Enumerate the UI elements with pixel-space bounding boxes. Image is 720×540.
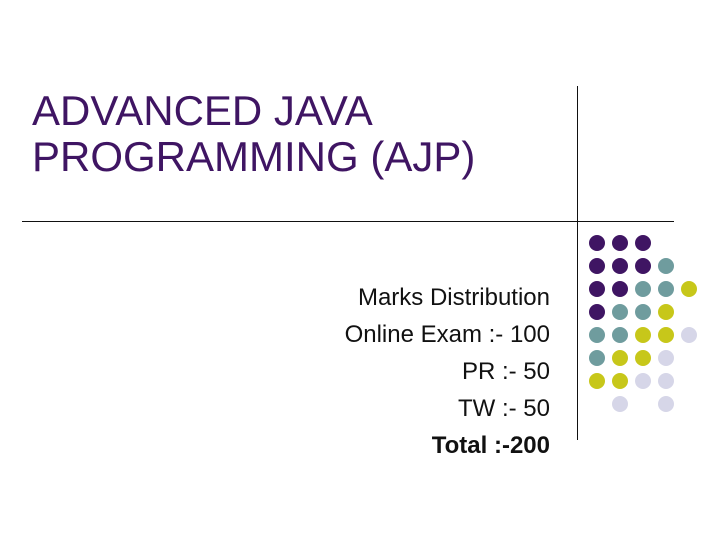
slide-title: ADVANCED JAVA PROGRAMMING (AJP) <box>32 88 572 180</box>
total-marks: Total :-200 <box>431 432 550 459</box>
decorative-dot-teal <box>658 258 674 274</box>
decorative-dot-teal <box>635 304 651 320</box>
title-line-2: PROGRAMMING (AJP) <box>32 133 476 180</box>
decorative-dot-lavender <box>658 396 674 412</box>
decorative-dot-teal <box>612 327 628 343</box>
decorative-dot-purple <box>589 281 605 297</box>
decorative-dot-olive <box>658 327 674 343</box>
pr-marks: PR :- 50 <box>461 358 550 385</box>
horizontal-divider <box>22 221 674 222</box>
decorative-dot-teal <box>589 350 605 366</box>
decorative-dot-teal <box>589 327 605 343</box>
decorative-dot-olive <box>681 281 697 297</box>
online-exam-marks: Online Exam :- 100 <box>344 321 550 348</box>
decorative-dot-lavender <box>612 396 628 412</box>
vertical-divider <box>577 86 578 440</box>
decorative-dot-purple <box>635 235 651 251</box>
decorative-dot-purple <box>635 258 651 274</box>
decorative-dot-teal <box>635 281 651 297</box>
decorative-dot-purple <box>589 304 605 320</box>
decorative-dot-olive <box>658 304 674 320</box>
decorative-dot-lavender <box>635 373 651 389</box>
slide-body: Marks Distribution Online Exam :- 100 PR… <box>345 279 550 464</box>
decorative-dot-olive <box>612 373 628 389</box>
title-line-1: ADVANCED JAVA <box>32 87 373 134</box>
decorative-dot-olive <box>589 373 605 389</box>
decorative-dot-teal <box>612 304 628 320</box>
decorative-dot-purple <box>589 235 605 251</box>
decorative-dot-lavender <box>658 373 674 389</box>
decorative-dot-purple <box>612 235 628 251</box>
decorative-dot-purple <box>612 281 628 297</box>
decorative-dot-purple <box>589 258 605 274</box>
decorative-dot-teal <box>658 281 674 297</box>
decorative-dot-olive <box>635 350 651 366</box>
marks-distribution-heading: Marks Distribution <box>357 284 550 311</box>
decorative-dot-olive <box>612 350 628 366</box>
decorative-dot-olive <box>635 327 651 343</box>
tw-marks: TW :- 50 <box>457 395 550 422</box>
decorative-dot-lavender <box>658 350 674 366</box>
decorative-dot-lavender <box>681 327 697 343</box>
decorative-dot-purple <box>612 258 628 274</box>
